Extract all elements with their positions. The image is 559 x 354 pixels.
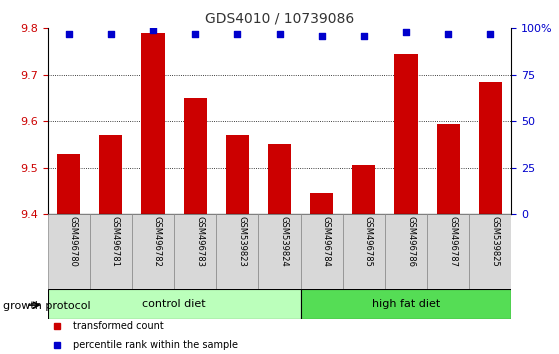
Point: [64, 31, 73, 37]
Bar: [268, 144, 291, 214]
Point: [359, 33, 368, 39]
Bar: [310, 193, 333, 214]
Bar: [48, 214, 89, 289]
Text: GSM496786: GSM496786: [406, 216, 415, 267]
Text: transformed count: transformed count: [73, 321, 164, 331]
Point: [444, 31, 453, 37]
Bar: [343, 214, 385, 289]
Bar: [301, 214, 343, 289]
Bar: [437, 124, 460, 214]
Bar: [141, 33, 164, 214]
Text: GSM496783: GSM496783: [195, 216, 204, 267]
Point: [191, 31, 200, 37]
Text: GSM496785: GSM496785: [364, 216, 373, 267]
Text: GSM539823: GSM539823: [238, 216, 247, 267]
Bar: [301, 289, 511, 319]
Bar: [89, 214, 132, 289]
Bar: [258, 214, 301, 289]
Point: [233, 31, 242, 37]
Text: control diet: control diet: [142, 298, 206, 309]
Text: GSM496780: GSM496780: [69, 216, 78, 267]
Text: GSM496784: GSM496784: [321, 216, 331, 267]
Bar: [385, 214, 427, 289]
Bar: [470, 214, 511, 289]
Text: GSM539825: GSM539825: [490, 216, 499, 267]
Bar: [479, 82, 502, 214]
Bar: [174, 214, 216, 289]
Point: [275, 31, 284, 37]
Bar: [427, 214, 470, 289]
Point: [317, 33, 326, 39]
Text: high fat diet: high fat diet: [372, 298, 440, 309]
Point: [149, 27, 158, 33]
Text: growth protocol: growth protocol: [3, 301, 91, 311]
Title: GDS4010 / 10739086: GDS4010 / 10739086: [205, 12, 354, 26]
Bar: [216, 214, 258, 289]
Text: percentile rank within the sample: percentile rank within the sample: [73, 340, 238, 350]
Bar: [57, 154, 80, 214]
Bar: [183, 98, 207, 214]
Bar: [99, 135, 122, 214]
Text: GSM539824: GSM539824: [280, 216, 288, 267]
Bar: [48, 289, 301, 319]
Point: [486, 31, 495, 37]
Text: GSM496787: GSM496787: [448, 216, 457, 267]
Text: GSM496781: GSM496781: [111, 216, 120, 267]
Point: [106, 31, 115, 37]
Bar: [395, 54, 418, 214]
Bar: [226, 135, 249, 214]
Bar: [352, 165, 376, 214]
Point: [401, 29, 410, 35]
Bar: [132, 214, 174, 289]
Text: GSM496782: GSM496782: [153, 216, 162, 267]
